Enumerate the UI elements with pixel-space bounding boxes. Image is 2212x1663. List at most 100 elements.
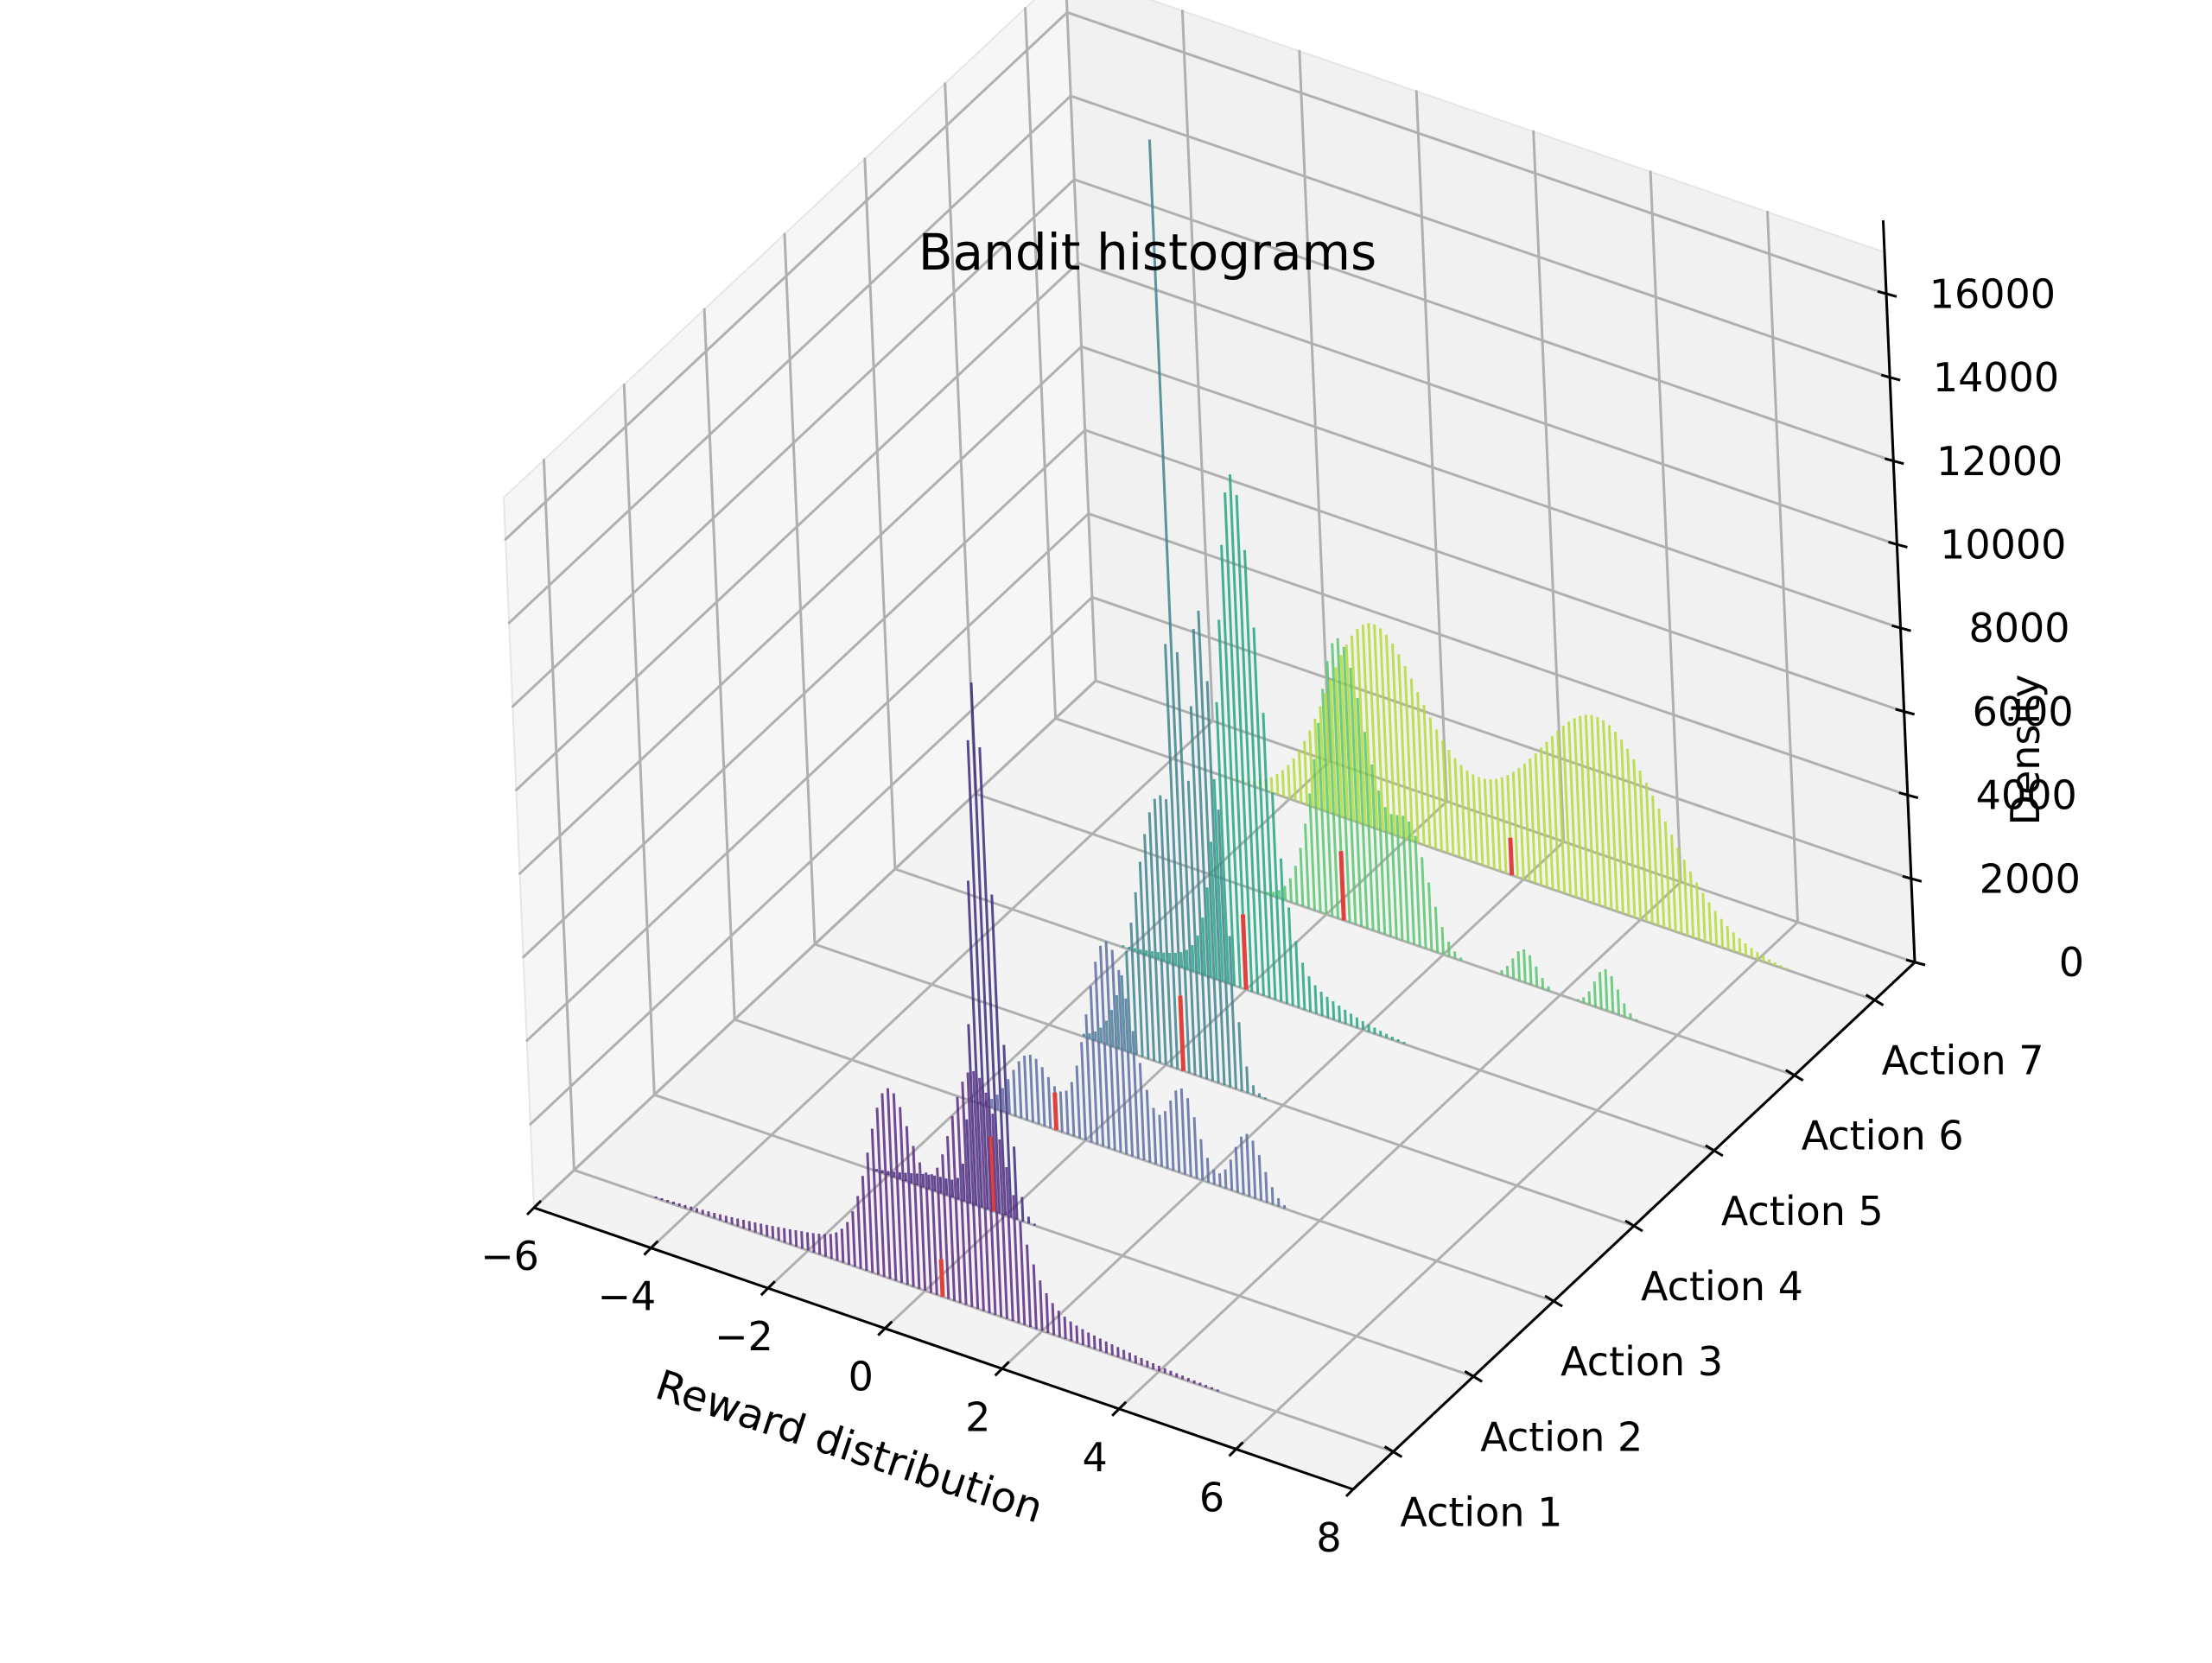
histogram-bar [807,1232,808,1250]
histogram-bar [1442,927,1443,955]
chart-title: Bandit histograms [918,223,1376,282]
histogram-bar [772,1226,773,1239]
x-tick-label: −2 [715,1313,773,1360]
histogram-bar [1101,1028,1102,1044]
histogram-bar [1721,919,1722,948]
histogram-bar [1739,938,1740,954]
histogram-bar [1175,953,1176,966]
histogram-bar [1201,1139,1203,1181]
histogram-bar [1230,1159,1232,1190]
x-tick-label: 8 [1316,1514,1341,1561]
histogram-bar [1345,1010,1346,1024]
z-tick-label: 2000 [1980,855,2081,902]
mean-marker [941,1260,943,1298]
x-tick-label: 6 [1199,1474,1224,1520]
histogram-bar [1271,778,1272,793]
histogram-bar [802,1231,803,1248]
histogram-bar [1290,879,1291,903]
histogram-bar [1530,955,1532,985]
histogram-bar [940,1177,941,1193]
histogram-bar [1118,1347,1119,1357]
histogram-bar [1058,1311,1059,1337]
histogram-bar [1599,972,1601,1009]
histogram-bar [963,1164,964,1202]
histogram-bar [1272,1187,1273,1204]
histogram-bar [1524,949,1526,983]
x-tick-label: 2 [965,1393,990,1440]
histogram-bar [1282,771,1283,797]
histogram-bar [1214,1170,1215,1184]
histogram-bar [1449,942,1450,956]
z-tick-label: 8000 [1968,605,2069,651]
histogram-bar [1507,966,1508,977]
y-tick-label: Action 2 [1480,1413,1643,1460]
histogram-bar [1225,1170,1226,1189]
histogram-bar [1751,948,1752,957]
histogram-bar [1589,992,1590,1006]
z-tick-label: 12000 [1936,438,2063,485]
x-tick-label: −6 [480,1233,539,1279]
mean-marker [1055,1093,1057,1131]
histogram-bar [1277,774,1278,795]
histogram-bar [1266,1172,1268,1203]
histogram-bar [1333,1001,1334,1019]
histogram-bar [1022,1197,1023,1222]
histogram-bar [749,1222,750,1231]
histogram-bar [1008,1079,1010,1114]
histogram-bar [1709,903,1711,944]
histogram-bar [842,1228,843,1262]
histogram-bar [813,1233,814,1253]
histogram-bar [1327,997,1328,1018]
histogram-bar [1060,1091,1062,1132]
histogram-bar [1733,932,1734,951]
histogram-bar [1002,1088,1003,1112]
histogram-bar [1192,945,1193,972]
histogram-bar [1536,967,1537,987]
histogram-bar [1542,978,1543,989]
x-tick-label: 4 [1083,1434,1108,1481]
mean-marker [1341,851,1344,920]
histogram-bar [755,1222,756,1233]
histogram-bar [1594,981,1595,1006]
histogram-bar [1181,952,1182,968]
histogram-bar [1187,950,1188,970]
y-tick-label: Action 3 [1560,1338,1723,1385]
z-axis-label: Density [2002,675,2049,826]
z-tick-label: 0 [2059,939,2084,986]
x-tick-label: −4 [598,1273,657,1320]
histogram-bar [796,1230,797,1247]
y-tick-label: Action 5 [1721,1188,1884,1235]
histogram-bar [819,1234,820,1254]
histogram-bar [1112,1010,1114,1047]
histogram-bar [957,1177,958,1199]
histogram-bar [1309,976,1311,1012]
x-tick-label: 0 [849,1354,874,1400]
y-tick-label: Action 7 [1882,1038,2044,1084]
histogram-bar [1106,1342,1107,1354]
histogram-bar [761,1223,762,1235]
histogram-bar [1624,1004,1625,1018]
histogram-bar [1294,759,1295,801]
histogram-bar [1295,866,1297,904]
histogram-bar [1715,911,1717,946]
histogram-bar [1089,1332,1090,1347]
histogram-bar [923,1174,924,1188]
histogram-bar [1207,1158,1208,1183]
histogram-bar [1083,1330,1084,1345]
histogram-bar [929,1175,930,1190]
histogram-bar [1106,1021,1107,1045]
histogram-bar [935,1176,936,1191]
y-tick-label: Action 4 [1641,1263,1803,1310]
histogram-bar [790,1229,791,1245]
y-tick-label: Action 1 [1400,1488,1562,1535]
histogram-bar [1611,976,1613,1013]
histogram-bar [1100,1338,1101,1351]
histogram-bar [836,1233,837,1261]
histogram-bar [1727,926,1728,950]
histogram-bar [766,1225,767,1237]
histogram-bar [992,1099,993,1108]
histogram-bar [1339,1006,1340,1022]
histogram-bar [1321,992,1322,1016]
